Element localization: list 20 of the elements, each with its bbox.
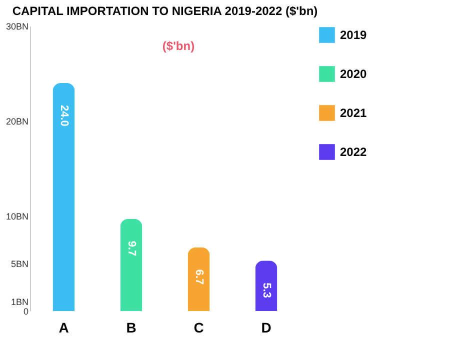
x-tick-label: D bbox=[261, 320, 272, 336]
data-label: 6.7 bbox=[192, 269, 205, 285]
x-tick-label: B bbox=[126, 320, 136, 336]
chart-title: CAPITAL IMPORTATION TO NIGERIA 2019-2022 ($'bn) bbox=[12, 4, 318, 18]
y-tick-label: 10BN bbox=[6, 212, 28, 222]
data-label: 5.3 bbox=[260, 282, 272, 298]
y-tick-label: 30BN bbox=[6, 22, 28, 32]
data-label: 9.7 bbox=[125, 240, 138, 256]
x-tick-label: A bbox=[58, 320, 69, 336]
legend-label: 2019 bbox=[340, 28, 368, 42]
y-tick-label: 0 bbox=[23, 306, 28, 316]
y-tick-label: 1BN bbox=[10, 297, 28, 307]
legend-label: 2022 bbox=[340, 145, 368, 159]
legend-label: 2021 bbox=[340, 106, 368, 120]
data-label: 24.0 bbox=[58, 105, 70, 126]
legend-label: 2020 bbox=[340, 67, 368, 81]
y-tick-label: 20BN bbox=[6, 116, 28, 126]
y-tick-label: 5BN bbox=[10, 259, 28, 269]
x-tick-label: C bbox=[194, 320, 204, 336]
annotation: ($'bn) bbox=[162, 39, 195, 53]
